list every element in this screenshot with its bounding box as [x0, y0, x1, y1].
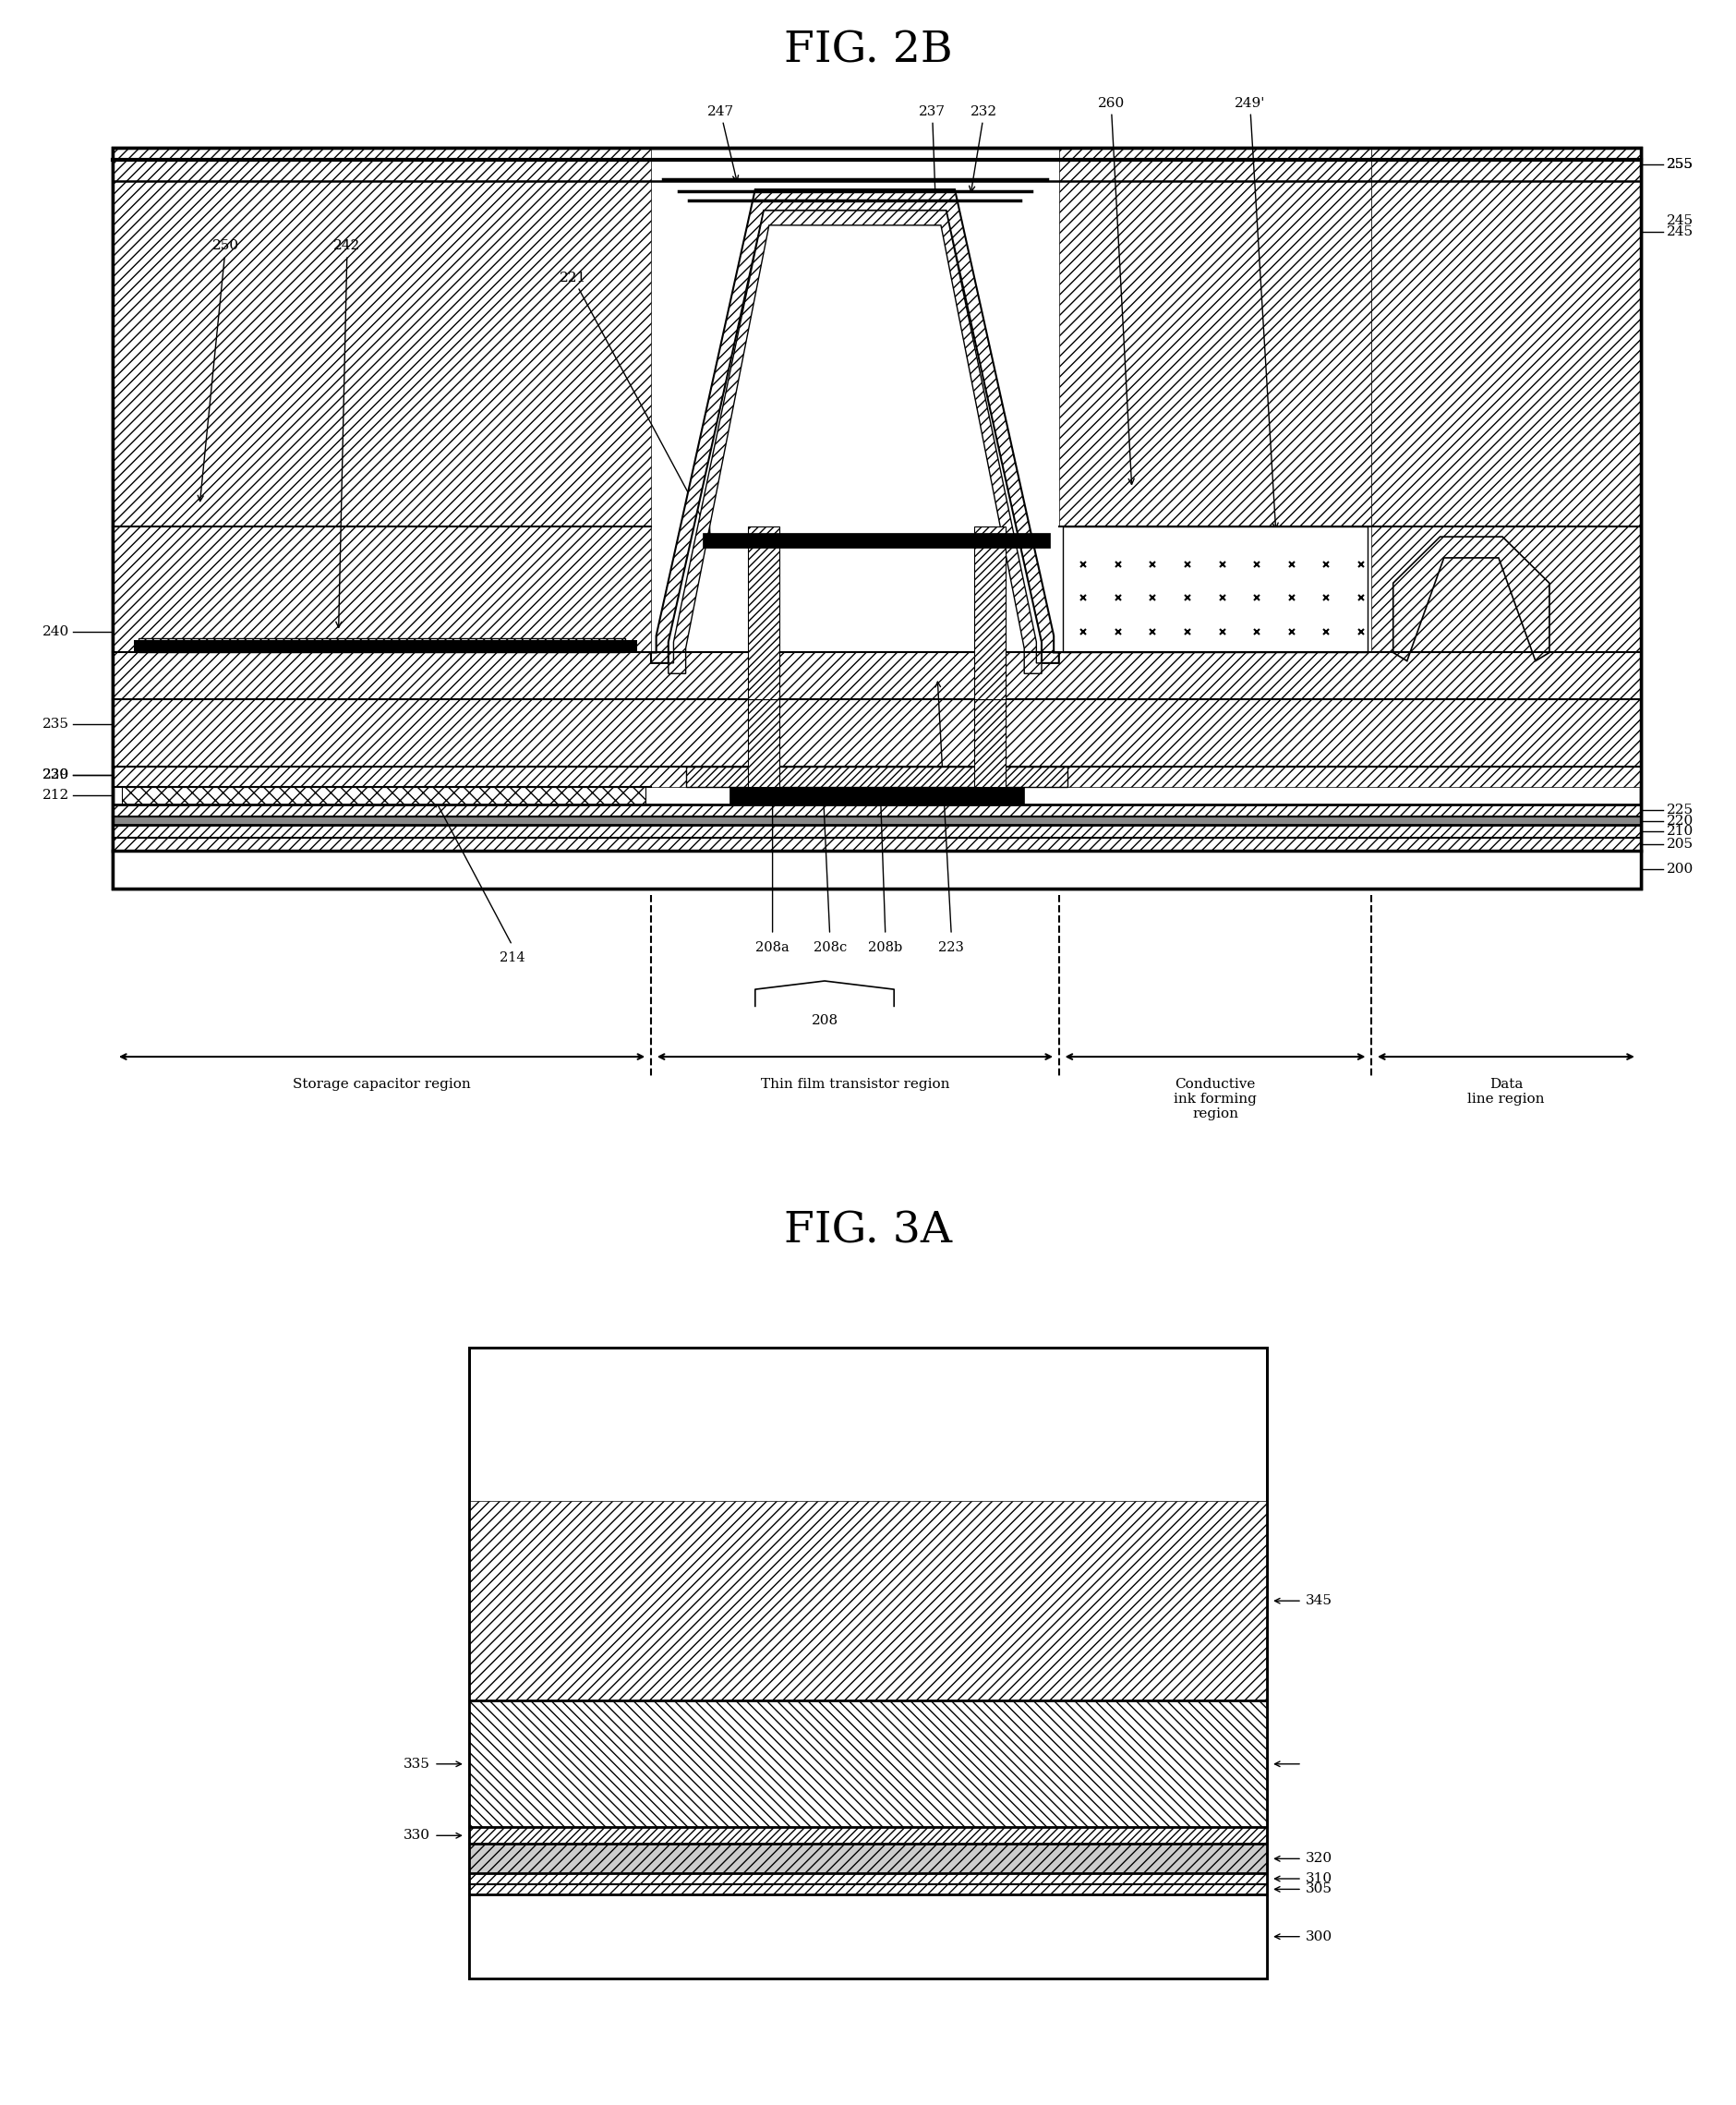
Bar: [1062, 526, 1368, 653]
Bar: [113, 817, 1641, 825]
Text: 200: 200: [1667, 863, 1694, 876]
Text: Thin film transistor region: Thin film transistor region: [760, 1078, 950, 1090]
Text: 212: 212: [42, 789, 69, 802]
Text: 255: 255: [1667, 158, 1693, 171]
Bar: [113, 526, 651, 653]
Text: 255: 255: [1667, 158, 1693, 171]
Polygon shape: [1392, 537, 1549, 661]
Bar: [469, 1827, 1267, 1844]
Text: 305: 305: [1305, 1882, 1332, 1897]
Text: FIG. 3A: FIG. 3A: [785, 1210, 951, 1252]
Text: 335: 335: [404, 1758, 431, 1770]
Bar: [1059, 147, 1371, 526]
Text: FIG. 2B: FIG. 2B: [783, 29, 953, 72]
Text: 320: 320: [1305, 1852, 1332, 1865]
Text: 229: 229: [42, 768, 69, 781]
Bar: [748, 699, 779, 787]
Bar: [113, 804, 1641, 817]
Text: 208: 208: [811, 1015, 838, 1027]
Bar: [974, 699, 1005, 787]
Bar: [122, 787, 646, 804]
Bar: [1371, 526, 1641, 653]
Text: 300: 300: [1305, 1930, 1332, 1943]
Bar: [469, 1347, 1267, 1979]
Bar: [139, 638, 625, 653]
Bar: [729, 787, 1024, 804]
Text: 250: 250: [198, 240, 240, 501]
Text: 205: 205: [1667, 838, 1693, 850]
Text: 208c: 208c: [812, 941, 847, 954]
Bar: [134, 640, 637, 653]
Bar: [113, 653, 1641, 699]
Text: 210: 210: [1667, 825, 1694, 838]
Bar: [1371, 147, 1641, 526]
Polygon shape: [668, 210, 1042, 674]
Bar: [113, 147, 1641, 888]
Bar: [469, 1701, 1267, 1827]
Text: 245: 245: [1667, 215, 1693, 227]
Text: 245: 245: [1667, 225, 1693, 238]
Text: 220: 220: [1667, 815, 1694, 827]
Bar: [974, 526, 1005, 699]
Bar: [113, 766, 1641, 787]
Polygon shape: [651, 189, 1059, 663]
Bar: [469, 1894, 1267, 1979]
Text: 230: 230: [43, 768, 69, 781]
Bar: [686, 766, 1068, 787]
Text: Data
line region: Data line region: [1467, 1078, 1545, 1105]
Bar: [113, 838, 1641, 850]
Text: 221: 221: [559, 272, 710, 533]
Text: 208b: 208b: [868, 941, 903, 954]
Bar: [113, 699, 1641, 766]
Text: 345: 345: [1305, 1593, 1332, 1608]
Bar: [469, 1501, 1267, 1701]
Text: 208a: 208a: [755, 941, 790, 954]
Bar: [748, 526, 779, 699]
Text: 223: 223: [939, 941, 963, 954]
Text: Storage capacitor region: Storage capacitor region: [293, 1078, 470, 1090]
Bar: [469, 1873, 1267, 1884]
Bar: [113, 147, 1641, 888]
Bar: [469, 1884, 1267, 1894]
Bar: [113, 147, 651, 526]
Text: Conductive
ink forming
region: Conductive ink forming region: [1174, 1078, 1257, 1120]
Bar: [113, 825, 1641, 838]
Bar: [469, 1844, 1267, 1873]
Text: 260: 260: [1097, 97, 1134, 484]
Text: 330: 330: [404, 1829, 431, 1842]
Text: 237: 237: [918, 105, 946, 202]
Bar: [469, 1347, 1267, 1979]
Text: 247: 247: [707, 105, 738, 181]
Text: 232: 232: [969, 105, 998, 192]
Text: 225: 225: [1667, 804, 1693, 817]
Text: 214: 214: [500, 951, 524, 964]
Bar: [113, 850, 1641, 888]
Bar: [703, 533, 1050, 547]
Text: 242: 242: [333, 240, 361, 627]
Text: 310: 310: [1305, 1871, 1332, 1886]
Text: 240: 240: [42, 625, 69, 638]
Text: 235: 235: [43, 718, 69, 730]
Text: 249': 249': [1234, 97, 1278, 528]
